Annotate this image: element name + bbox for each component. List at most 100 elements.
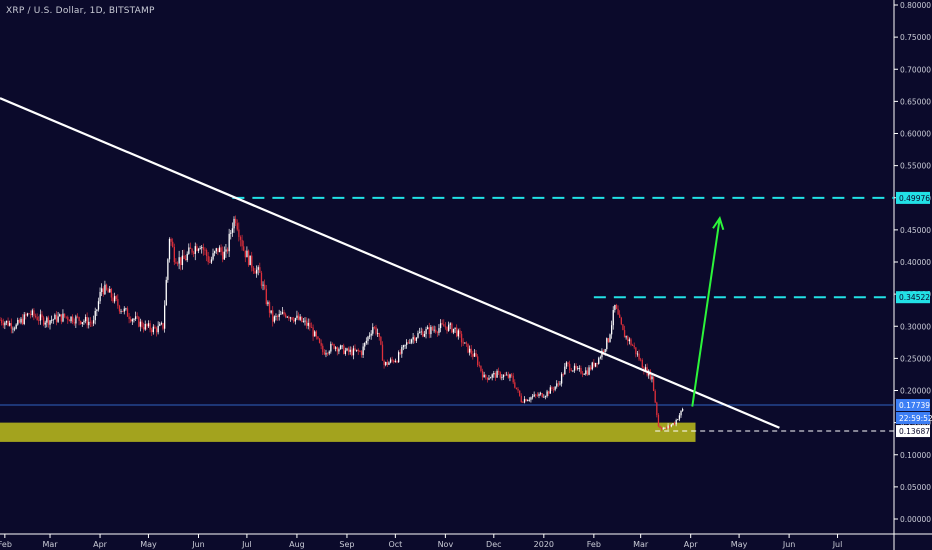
candle-body bbox=[465, 342, 468, 344]
candle-body bbox=[443, 324, 445, 327]
candle-body bbox=[291, 317, 293, 320]
candle-body bbox=[533, 394, 535, 397]
candle-body bbox=[378, 332, 380, 337]
candle-body bbox=[481, 370, 484, 378]
candle-body bbox=[672, 423, 674, 425]
candle-body bbox=[460, 333, 463, 343]
x-tick-label: Feb bbox=[0, 540, 12, 549]
candle-body bbox=[391, 359, 393, 361]
candle-body bbox=[115, 296, 117, 300]
candle-body bbox=[136, 316, 138, 318]
candle-body bbox=[288, 316, 290, 319]
candle-body bbox=[112, 297, 114, 302]
x-tick-label: Apr bbox=[93, 540, 108, 549]
candle-body bbox=[362, 346, 364, 355]
chart-title: XRP / U.S. Dollar, 1D, BITSTAMP bbox=[6, 6, 155, 16]
x-tick-label: Nov bbox=[438, 540, 454, 549]
candle-body bbox=[399, 352, 401, 354]
candle-body bbox=[102, 288, 104, 295]
candle-body bbox=[196, 246, 198, 251]
candle-body bbox=[318, 338, 321, 343]
candle-body bbox=[630, 339, 632, 346]
candle-body bbox=[588, 367, 590, 375]
candle-body bbox=[519, 390, 521, 396]
resistance-price-label-bg bbox=[896, 291, 930, 304]
candle-body bbox=[60, 314, 63, 322]
candle-body bbox=[349, 349, 351, 352]
candle-body bbox=[181, 255, 184, 266]
candle-body bbox=[344, 350, 347, 354]
candle-body bbox=[483, 374, 485, 378]
candle-body bbox=[575, 365, 577, 369]
candle-body bbox=[593, 362, 595, 367]
candle-body bbox=[331, 343, 334, 345]
candle-body bbox=[57, 316, 59, 322]
candle-body bbox=[299, 316, 301, 320]
candle-body bbox=[105, 284, 108, 290]
candle-body bbox=[214, 251, 216, 254]
candle-body bbox=[581, 373, 584, 375]
candle-body bbox=[433, 329, 435, 331]
candle-body bbox=[638, 353, 640, 360]
candle-body bbox=[9, 323, 11, 326]
candle-body bbox=[314, 331, 316, 337]
candle-body bbox=[494, 373, 497, 378]
candle-body bbox=[612, 310, 614, 326]
candle-body bbox=[243, 246, 245, 251]
candle-body bbox=[370, 333, 372, 336]
candle-body bbox=[598, 358, 600, 364]
candle-body bbox=[428, 327, 430, 335]
candle-body bbox=[664, 427, 666, 429]
candle-body bbox=[604, 349, 606, 353]
candle-body bbox=[680, 410, 682, 416]
candle-body bbox=[375, 327, 377, 334]
x-tick-label: Jun bbox=[782, 540, 796, 549]
candle-body bbox=[673, 423, 676, 425]
candle-body bbox=[75, 316, 77, 324]
candle-body bbox=[42, 317, 45, 325]
candle-body bbox=[436, 332, 439, 333]
candle-body bbox=[535, 394, 537, 396]
candle-body bbox=[523, 399, 526, 403]
candle-body bbox=[628, 339, 631, 342]
x-tick-label: Feb bbox=[587, 540, 601, 549]
candle-body bbox=[457, 330, 459, 337]
candle-body bbox=[365, 340, 368, 343]
candle-body bbox=[175, 262, 177, 264]
candle-body bbox=[462, 342, 464, 344]
candle-body bbox=[649, 370, 652, 380]
resistance-price-label: 0.49976 bbox=[899, 194, 930, 203]
candle-body bbox=[682, 408, 684, 411]
candle-body bbox=[76, 316, 79, 318]
candle-body bbox=[675, 419, 677, 425]
candle-body bbox=[52, 319, 54, 321]
candle-body bbox=[527, 400, 529, 402]
candle-body bbox=[235, 218, 237, 224]
candle-body bbox=[126, 308, 129, 317]
candle-body bbox=[470, 348, 472, 355]
candle-body bbox=[275, 316, 277, 317]
candle-body bbox=[418, 332, 421, 334]
candle-body bbox=[167, 259, 169, 280]
candle-body bbox=[635, 347, 637, 354]
candle-body bbox=[252, 267, 255, 272]
candle-body bbox=[312, 327, 314, 337]
candle-body bbox=[651, 376, 653, 380]
y-tick-label: 0.30000 bbox=[900, 322, 931, 331]
candle-body bbox=[441, 323, 443, 325]
candle-body bbox=[438, 328, 440, 333]
candle-body bbox=[657, 414, 660, 427]
candle-body bbox=[317, 336, 319, 339]
candle-body bbox=[502, 374, 505, 378]
candle-body bbox=[228, 233, 230, 252]
candle-body bbox=[385, 362, 387, 366]
candle-body bbox=[596, 362, 598, 364]
candle-body bbox=[360, 351, 363, 355]
y-tick-label: 0.10000 bbox=[900, 451, 931, 460]
candle-body bbox=[218, 247, 221, 253]
candle-body bbox=[207, 256, 209, 262]
candle-body bbox=[236, 223, 238, 230]
candle-body bbox=[31, 310, 33, 316]
candle-body bbox=[162, 323, 164, 329]
